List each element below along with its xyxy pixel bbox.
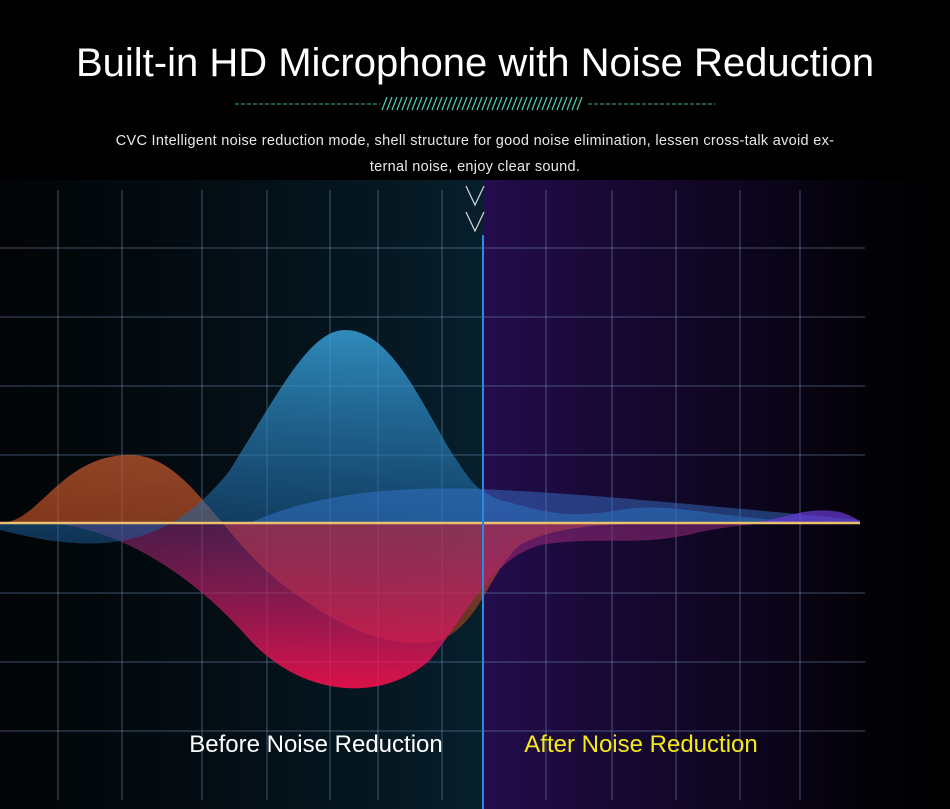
description-line: CVC Intelligent noise reduction mode, sh…	[116, 133, 835, 149]
down-chevrons	[465, 185, 485, 233]
decorative-rule	[235, 96, 715, 111]
before-label: Before Noise Reduction	[189, 731, 442, 758]
blue-wave	[0, 330, 860, 544]
title: Built-in HD Microphone with Noise Reduct…	[76, 41, 874, 85]
after-label: After Noise Reduction	[524, 731, 757, 758]
right-panel	[483, 180, 950, 809]
grid	[0, 190, 865, 800]
red-wave	[40, 522, 860, 689]
purple-tail	[740, 510, 860, 523]
description-line: ternal noise, enjoy clear sound.	[370, 159, 580, 175]
top-glow	[55, 0, 895, 90]
blue-secondary-wave	[250, 488, 860, 523]
